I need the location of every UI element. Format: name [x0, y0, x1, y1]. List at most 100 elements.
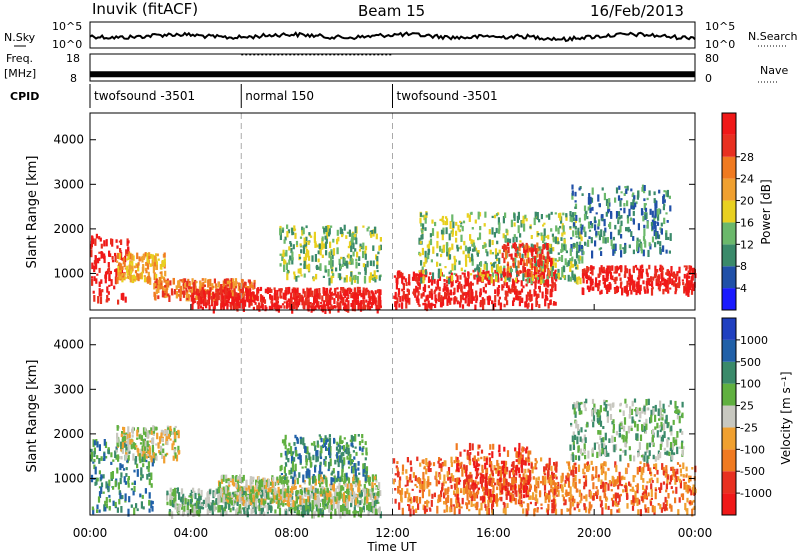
heatmap-cell [517, 260, 520, 269]
heatmap-cell [588, 193, 591, 200]
heatmap-cell [222, 474, 225, 482]
heatmap-cell [640, 275, 643, 279]
heatmap-cell [368, 300, 372, 305]
heatmap-cell [287, 229, 290, 234]
heatmap-cell [461, 304, 465, 309]
heatmap-cell [230, 477, 233, 481]
colorbar-tick-label: 16 [740, 216, 754, 229]
heatmap-cell [572, 276, 575, 281]
heatmap-cell [364, 263, 367, 272]
heatmap-cell [615, 187, 619, 194]
heatmap-cell [266, 287, 269, 295]
heatmap-cell [554, 508, 558, 516]
heatmap-cell [308, 452, 311, 461]
heatmap-cell [227, 481, 230, 485]
heatmap-cell [590, 237, 593, 244]
heatmap-cell [498, 249, 501, 254]
heatmap-cell [271, 475, 274, 479]
heatmap-cell [437, 273, 440, 279]
heatmap-cell [419, 483, 422, 490]
heatmap-cell [658, 208, 661, 215]
heatmap-cell [564, 244, 567, 251]
heatmap-cell [539, 267, 542, 272]
heatmap-cell [341, 469, 344, 478]
heatmap-cell [591, 223, 594, 229]
heatmap-cell [627, 226, 630, 233]
heatmap-cell [498, 257, 501, 265]
heatmap-cell [547, 269, 551, 277]
heatmap-cell [121, 277, 124, 283]
heatmap-cell [572, 230, 575, 237]
heatmap-cell [630, 290, 633, 295]
heatmap-cell [283, 252, 287, 257]
heatmap-cell [303, 487, 306, 493]
heatmap-cell [283, 476, 286, 480]
heatmap-cell [625, 288, 628, 294]
heatmap-cell [600, 229, 603, 237]
heatmap-cell [347, 300, 350, 308]
heatmap-cell [587, 197, 590, 205]
heatmap-cell [327, 293, 330, 300]
heatmap-cell [161, 438, 164, 442]
heatmap-cell [449, 270, 452, 273]
heatmap-cell [343, 437, 346, 440]
heatmap-cell [661, 269, 664, 276]
heatmap-cell [197, 492, 200, 495]
heatmap-cell [350, 271, 353, 278]
heatmap-cell [378, 482, 381, 489]
heatmap-cell [524, 244, 527, 250]
heatmap-cell [548, 457, 551, 466]
heatmap-cell [294, 474, 297, 480]
heatmap-cell [337, 236, 340, 242]
heatmap-cell [474, 274, 477, 277]
heatmap-cell [675, 273, 678, 277]
heatmap-cell [634, 264, 638, 268]
heatmap-cell [114, 276, 117, 285]
heatmap-cell [251, 294, 254, 300]
heatmap-cell [97, 296, 100, 304]
heatmap-cell [320, 509, 323, 512]
heatmap-cell [450, 297, 453, 301]
heatmap-cell [276, 298, 279, 302]
heatmap-cell [453, 506, 456, 515]
heatmap-cell [225, 474, 228, 481]
heatmap-cell [91, 262, 94, 270]
heatmap-cell [362, 463, 365, 469]
heatmap-cell [555, 225, 558, 232]
heatmap-cell [416, 277, 419, 284]
heatmap-cell [516, 270, 519, 275]
heatmap-cell [518, 459, 521, 465]
heatmap-cell [238, 298, 241, 301]
heatmap-cell [546, 288, 549, 295]
heatmap-cell [327, 500, 330, 503]
heatmap-cell [504, 296, 507, 301]
heatmap-cell [505, 282, 509, 289]
heatmap-cell [119, 477, 122, 485]
heatmap-cell [521, 242, 524, 247]
heatmap-cell [651, 210, 654, 218]
heatmap-cell [669, 233, 672, 241]
heatmap-cell [639, 265, 642, 270]
heatmap-cell [639, 269, 642, 277]
heatmap-cell [395, 465, 398, 469]
heatmap-cell [206, 291, 209, 295]
heatmap-cell [669, 205, 672, 212]
heatmap-cell [278, 507, 282, 516]
heatmap-cell [262, 296, 265, 301]
heatmap-cell [508, 254, 511, 257]
heatmap-cell [217, 295, 220, 301]
heatmap-cell [172, 278, 175, 285]
heatmap-cell [492, 478, 495, 484]
heatmap-cell [603, 218, 606, 227]
heatmap-cell [296, 506, 299, 515]
heatmap-cell [299, 489, 302, 494]
heatmap-cell [278, 288, 281, 292]
heatmap-cell [313, 441, 316, 447]
heatmap-cell [552, 237, 555, 243]
heatmap-cell [114, 450, 117, 458]
heatmap-cell [125, 467, 128, 471]
heatmap-cell [610, 212, 613, 219]
heatmap-cell [229, 292, 232, 298]
heatmap-cell [481, 274, 484, 282]
